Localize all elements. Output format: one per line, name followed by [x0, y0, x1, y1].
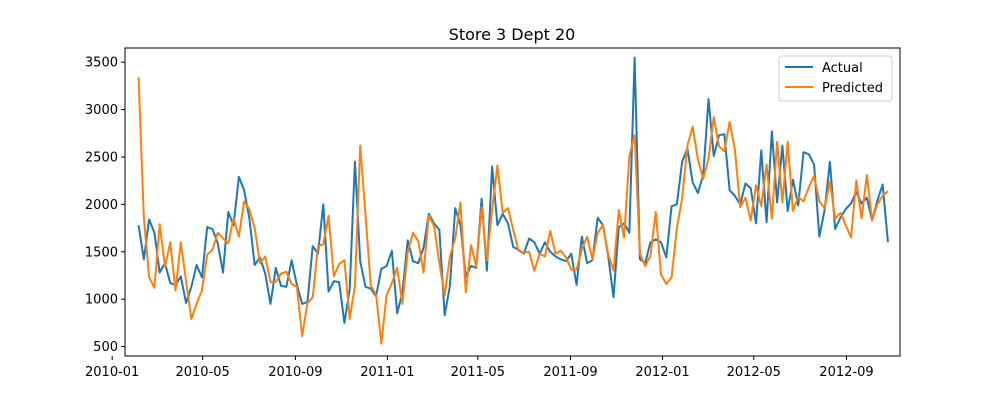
- x-tick-label: 2012-01: [635, 365, 689, 380]
- legend: Actual Predicted: [778, 55, 893, 102]
- x-tick-label: 2010-01: [85, 365, 139, 380]
- plot-frame: [124, 47, 901, 357]
- legend-label-actual: Actual: [822, 61, 863, 76]
- x-tick-label: 2011-01: [360, 365, 414, 380]
- x-tick-label: 2010-09: [268, 365, 322, 380]
- chart-title: Store 3 Dept 20: [449, 25, 576, 44]
- series-line-predicted: [137, 77, 889, 345]
- y-tick-label: 3500: [85, 56, 118, 71]
- series-line-actual: [137, 56, 889, 324]
- x-tick-label: 2011-09: [543, 365, 597, 380]
- y-axis: 500 1000 1500 2000 2500 3000 3500: [85, 56, 125, 355]
- y-tick-label: 2500: [85, 150, 118, 165]
- x-tick-label: 2012-05: [727, 365, 781, 380]
- y-tick-label: 1500: [85, 245, 118, 260]
- x-tick-label: 2011-05: [451, 365, 505, 380]
- series-layer: [137, 56, 889, 345]
- x-axis: 2010-01 2010-05 2010-09 2011-01 2011-05 2011-…: [85, 356, 874, 380]
- y-tick-label: 3000: [85, 103, 118, 118]
- x-tick-label: 2012-09: [819, 365, 873, 380]
- y-tick-label: 1000: [85, 293, 118, 308]
- y-tick-label: 2000: [85, 198, 118, 213]
- legend-label-predicted: Predicted: [822, 81, 883, 96]
- x-tick-label: 2010-05: [175, 365, 229, 380]
- y-tick-label: 500: [93, 340, 118, 355]
